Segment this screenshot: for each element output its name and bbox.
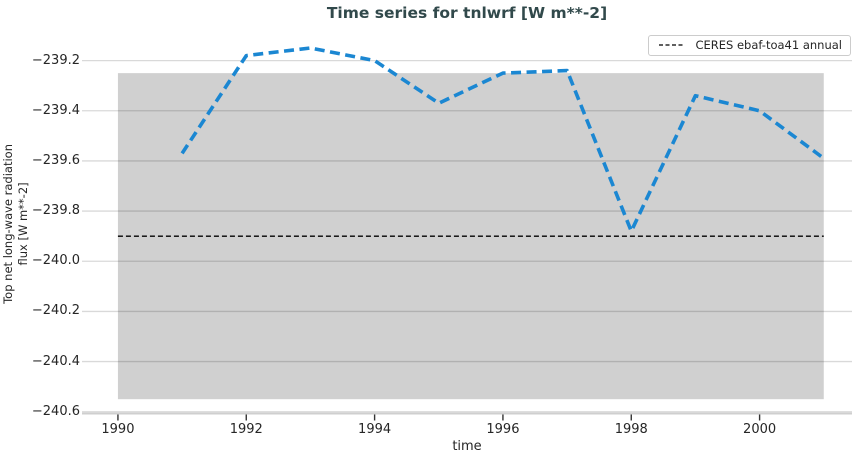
y-tick-label: −240.2 — [31, 303, 80, 319]
y-tick-label: −239.4 — [31, 102, 80, 118]
data-line-tnlwrf — [180, 46, 825, 233]
y-tick-label: −239.6 — [31, 152, 80, 168]
legend-dashed-line-icon — [659, 44, 686, 46]
x-tick-label: 1994 — [358, 422, 392, 437]
y-tick-label: −239.8 — [31, 203, 80, 219]
y-tick-label: −240.0 — [31, 253, 80, 269]
legend-label: CERES ebaf-toa41 annual — [695, 38, 842, 52]
y-tick-label: −240.4 — [31, 353, 80, 369]
x-axis-label: time — [452, 439, 482, 454]
x-tick-label: 1992 — [229, 422, 263, 437]
legend: CERES ebaf-toa41 annual — [648, 35, 851, 56]
y-tick-label: −239.2 — [31, 52, 80, 68]
x-tick-label: 1996 — [486, 422, 520, 437]
x-tick-label: 1990 — [101, 422, 135, 437]
y-tick-label: −240.6 — [31, 403, 80, 419]
x-tick-label: 2000 — [743, 422, 777, 437]
chart-title: Time series for tnlwrf [W m**-2] — [326, 4, 608, 22]
x-tick-label: 1998 — [614, 422, 648, 437]
